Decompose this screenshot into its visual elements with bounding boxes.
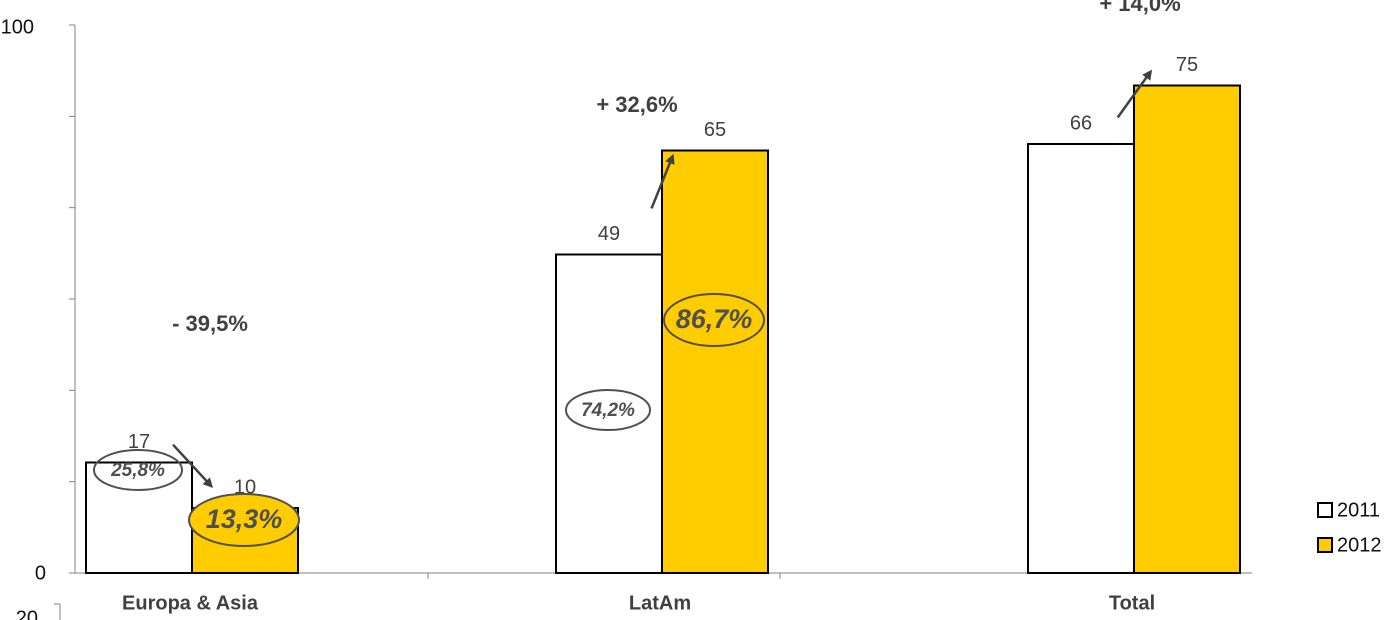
category-label: Total	[1109, 592, 1155, 614]
labels: Europa & Asia LatAm Total 17 49 66 10 65 75 - 39,…	[93, 0, 1198, 614]
data-label: 17	[128, 431, 150, 453]
change-label: - 39,5%	[172, 311, 248, 336]
share-ellipse	[565, 389, 651, 431]
change-arrow	[172, 443, 214, 489]
bar-2012-2	[1133, 84, 1241, 574]
legend-swatch-2011	[1317, 502, 1333, 518]
data-label: 66	[1070, 112, 1092, 134]
y-tick-label: 20	[16, 607, 38, 620]
legend-label: 2012	[1337, 534, 1382, 556]
legend: 2011 2012	[1317, 499, 1382, 556]
bar-2012-1	[661, 149, 769, 574]
y-tick-label: 0	[35, 562, 46, 584]
data-label: 49	[598, 223, 620, 245]
bars	[85, 84, 1241, 574]
share-label: 74,2%	[581, 400, 635, 421]
y-tick-label: 100	[1, 16, 34, 38]
change-arrow	[1116, 69, 1153, 119]
data-label: 65	[704, 119, 726, 141]
change-arrow	[650, 153, 675, 209]
legend-label: 2011	[1337, 499, 1380, 521]
share-label: 13,3%	[206, 504, 283, 534]
category-label: LatAm	[629, 592, 691, 614]
data-label: 75	[1176, 54, 1198, 76]
bar-2011-2	[1027, 143, 1135, 574]
data-label: 10	[234, 476, 256, 498]
change-label: + 14,0%	[1099, 0, 1180, 16]
share-ellipse	[188, 493, 300, 547]
share-label: 25,8%	[110, 460, 165, 481]
share-label: 86,7%	[676, 304, 753, 334]
change-label: + 32,6%	[596, 92, 677, 117]
category-label: Europa & Asia	[122, 592, 259, 614]
share-ellipse	[663, 293, 765, 347]
legend-swatch-2012	[1317, 537, 1333, 553]
share-ellipse	[93, 449, 183, 491]
